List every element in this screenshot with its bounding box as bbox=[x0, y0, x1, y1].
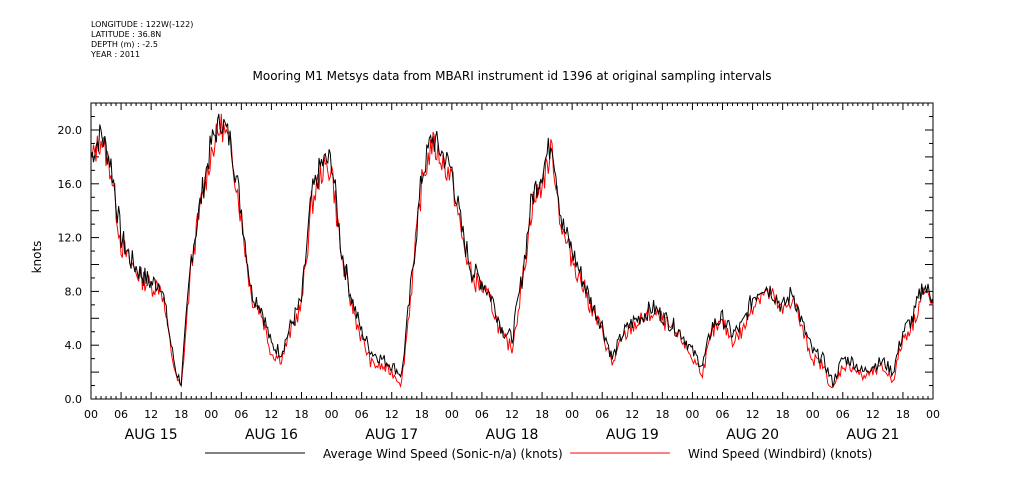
x-tick-label: 18 bbox=[776, 408, 790, 421]
series-lines bbox=[90, 113, 934, 389]
x-tick-label: 00 bbox=[204, 408, 218, 421]
x-tick-label: 06 bbox=[475, 408, 489, 421]
x-tick-label: 00 bbox=[806, 408, 820, 421]
day-label: AUG 19 bbox=[606, 427, 659, 443]
series-line-average-wind bbox=[90, 113, 934, 388]
y-tick-label: 8.0 bbox=[65, 285, 83, 298]
year-text: YEAR : 2011 bbox=[91, 50, 141, 59]
legend-label-average-wind: Average Wind Speed (Sonic-n/a) (knots) bbox=[323, 447, 563, 461]
x-tick-label: 12 bbox=[625, 408, 639, 421]
day-label: AUG 18 bbox=[486, 427, 539, 443]
x-tick-label: 18 bbox=[896, 408, 910, 421]
x-tick-label: 18 bbox=[415, 408, 429, 421]
x-tick-label: 18 bbox=[295, 408, 309, 421]
day-label: AUG 17 bbox=[365, 427, 418, 443]
x-tick-label: 00 bbox=[565, 408, 579, 421]
x-tick-label: 06 bbox=[355, 408, 369, 421]
x-tick-label: 18 bbox=[174, 408, 188, 421]
legend-label-windbird: Wind Speed (Windbird) (knots) bbox=[688, 447, 872, 461]
x-tick-label: 12 bbox=[746, 408, 760, 421]
longitude-text: LONGITUDE : 122W(-122) bbox=[91, 20, 194, 29]
day-labels: AUG 15 AUG 16 AUG 17 AUG 18 AUG 19 AUG 20 AUG … bbox=[125, 427, 900, 443]
x-tick-label: 12 bbox=[264, 408, 278, 421]
x-tick-label: 12 bbox=[385, 408, 399, 421]
series-line-windbird bbox=[90, 113, 934, 389]
day-label: AUG 15 bbox=[125, 427, 178, 443]
y-tick-label: 20.0 bbox=[58, 124, 83, 137]
axis-ticks bbox=[90, 103, 934, 400]
x-tick-label: 06 bbox=[716, 408, 730, 421]
x-tick-label: 18 bbox=[655, 408, 669, 421]
x-tick-label: 00 bbox=[84, 408, 98, 421]
y-tick-label: 0.0 bbox=[65, 393, 83, 406]
y-tick-label: 4.0 bbox=[65, 339, 83, 352]
x-tick-label: 12 bbox=[505, 408, 519, 421]
x-tick-label: 12 bbox=[144, 408, 158, 421]
x-tick-labels: 00 06 12 18 00 06 12 18 00 06 12 18 00 06 12 18 00 06 12 18… bbox=[84, 408, 940, 421]
y-axis-label: knots bbox=[30, 241, 44, 274]
x-tick-label: 06 bbox=[114, 408, 128, 421]
y-tick-labels: 0.0 4.0 8.0 12.0 16.0 20.0 bbox=[58, 124, 83, 406]
y-tick-label: 12.0 bbox=[58, 232, 83, 245]
metadata-block: LONGITUDE : 122W(-122) LATITUDE : 36.8N … bbox=[91, 20, 193, 60]
x-tick-label: 00 bbox=[325, 408, 339, 421]
x-tick-label: 06 bbox=[234, 408, 248, 421]
x-tick-label: 06 bbox=[836, 408, 850, 421]
latitude-text: LATITUDE : 36.8N bbox=[91, 30, 162, 39]
x-tick-label: 00 bbox=[926, 408, 940, 421]
x-tick-label: 00 bbox=[685, 408, 699, 421]
depth-text: DEPTH (m) : -2.5 bbox=[91, 40, 158, 49]
day-label: AUG 21 bbox=[846, 427, 899, 443]
legend: Average Wind Speed (Sonic-n/a) (knots) W… bbox=[205, 447, 872, 461]
x-tick-label: 00 bbox=[445, 408, 459, 421]
chart-title: Mooring M1 Metsys data from MBARI instru… bbox=[253, 69, 772, 83]
x-tick-label: 06 bbox=[595, 408, 609, 421]
x-tick-label: 18 bbox=[535, 408, 549, 421]
day-label: AUG 20 bbox=[726, 427, 779, 443]
day-label: AUG 16 bbox=[245, 427, 298, 443]
y-tick-label: 16.0 bbox=[58, 178, 83, 191]
plot-frame bbox=[90, 102, 934, 400]
x-tick-label: 12 bbox=[866, 408, 880, 421]
